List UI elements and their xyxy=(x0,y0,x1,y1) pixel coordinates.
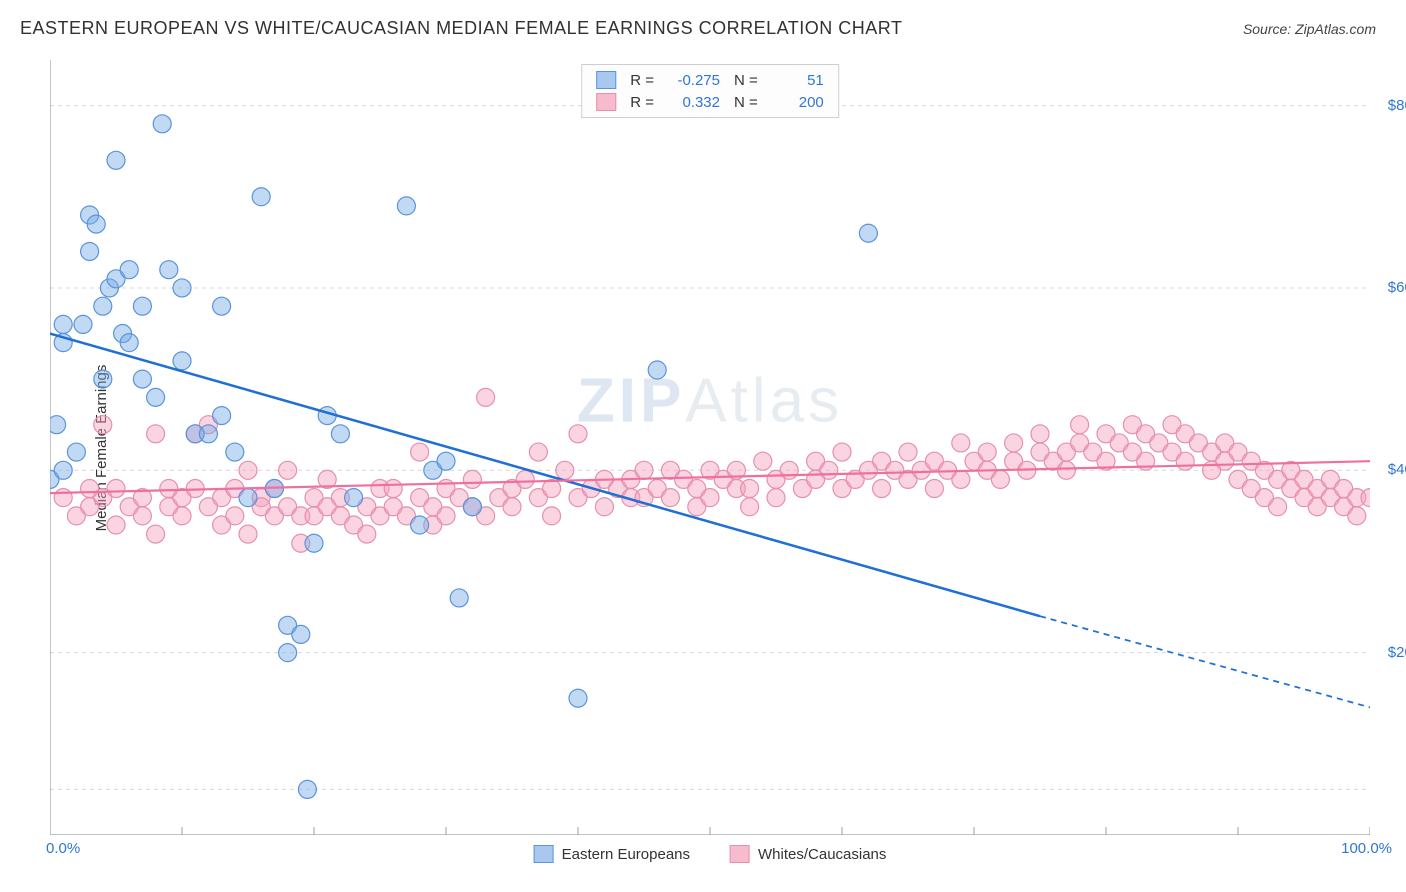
legend-item-1: Whites/Caucasians xyxy=(730,845,886,863)
stats-r-label-1: R = xyxy=(630,94,654,111)
stats-box: R = -0.275 N = 51 R = 0.332 N = 200 xyxy=(581,64,839,118)
x-tick-label-min: 0.0% xyxy=(46,840,80,857)
legend-swatch-0 xyxy=(534,845,554,863)
stats-r-label-0: R = xyxy=(630,72,654,89)
scatter-plot xyxy=(50,60,1370,835)
legend-swatch-1 xyxy=(730,845,750,863)
stats-r-value-1: 0.332 xyxy=(662,94,720,111)
stats-n-value-0: 51 xyxy=(766,72,824,89)
y-tick-label: $80,000 xyxy=(1388,97,1406,114)
stats-n-label-0: N = xyxy=(734,72,758,89)
chart-header: EASTERN EUROPEAN VS WHITE/CAUCASIAN MEDI… xyxy=(0,0,1406,49)
stats-r-value-0: -0.275 xyxy=(662,72,720,89)
stats-row-1: R = 0.332 N = 200 xyxy=(596,91,824,113)
y-tick-label: $20,000 xyxy=(1388,644,1406,661)
legend-label-1: Whites/Caucasians xyxy=(758,846,886,863)
x-tick-label-max: 100.0% xyxy=(1341,840,1392,857)
stats-n-value-1: 200 xyxy=(766,94,824,111)
legend-label-0: Eastern Europeans xyxy=(562,846,690,863)
bottom-legend: Eastern Europeans Whites/Caucasians xyxy=(534,845,887,863)
chart-title: EASTERN EUROPEAN VS WHITE/CAUCASIAN MEDI… xyxy=(20,18,902,39)
stats-swatch-1 xyxy=(596,93,616,111)
stats-row-0: R = -0.275 N = 51 xyxy=(596,69,824,91)
stats-swatch-0 xyxy=(596,71,616,89)
chart-container: Median Female Earnings ZIPAtlas R = -0.2… xyxy=(50,60,1370,835)
legend-item-0: Eastern Europeans xyxy=(534,845,690,863)
chart-source: Source: ZipAtlas.com xyxy=(1243,21,1376,37)
stats-n-label-1: N = xyxy=(734,94,758,111)
y-tick-label: $40,000 xyxy=(1388,461,1406,478)
y-tick-label: $60,000 xyxy=(1388,279,1406,296)
